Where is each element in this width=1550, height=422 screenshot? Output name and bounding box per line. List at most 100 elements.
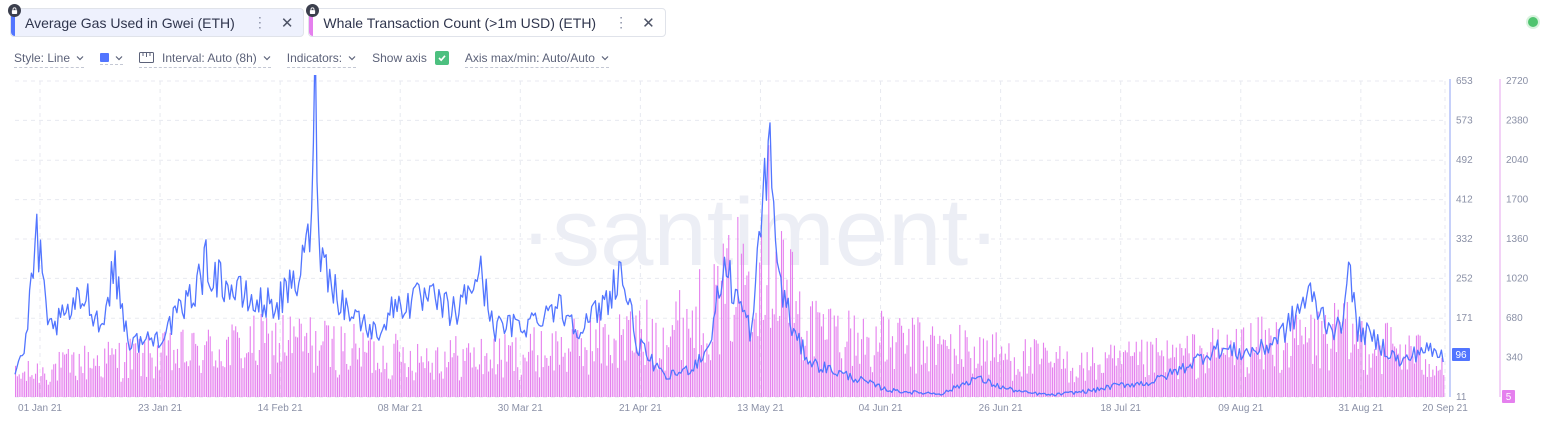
whale-bar [557,341,559,397]
whale-bar [1272,354,1274,397]
whale-bar [131,369,133,397]
whale-bar [113,354,115,397]
whale-bar [262,321,264,397]
whale-bar [1232,353,1234,397]
whale-bar [951,373,954,397]
whale-bar [337,377,339,397]
whale-bar [1030,347,1032,397]
whale-bar [1072,367,1074,397]
whale-bar [1055,351,1057,397]
whale-bar [813,356,815,397]
whale-bar [1399,344,1401,397]
whale-bar [713,264,715,397]
whale-bar [324,320,326,397]
show-axis-toggle[interactable]: Show axis [372,51,449,67]
whale-bar [1308,338,1310,397]
whale-bar [724,303,726,397]
whale-bar [1079,365,1081,397]
whale-last-value: 5 [1506,392,1512,403]
tab-average-gas[interactable]: Average Gas Used in Gwei (ETH) ⋮ ✕ [8,4,305,37]
interval-dropdown[interactable]: Interval: Auto (8h) [139,51,271,68]
whale-bar [15,365,17,397]
whale-bar [327,325,330,397]
axis-maxmin-dropdown[interactable]: Axis max/min: Auto/Auto [464,51,609,68]
whale-bar [67,349,69,397]
whale-bar [1390,327,1392,397]
whale-bar [708,354,710,397]
whale-bar [371,372,373,397]
whale-bar [1319,368,1321,397]
whale-bar [25,380,28,397]
whale-bar [846,341,848,397]
whale-bar [18,374,20,397]
chart-area[interactable]: ·santiment· 01 Jan 21 23 Jan 21 14 Feb 21 0… [0,75,1550,422]
tab-label: Whale Transaction Count (>1m USD) (ETH) [323,14,597,31]
whale-bar [788,322,790,397]
whale-bar [1113,345,1115,397]
whale-bar [393,343,395,397]
whale-bar [1206,352,1208,397]
whale-bar [804,345,806,397]
whale-bar [1122,352,1125,397]
whale-bar [155,366,157,397]
whale-bar [873,355,875,397]
whale-bar [267,333,270,397]
whale-bar [757,336,759,397]
style-dropdown[interactable]: Style: Line [14,51,85,68]
whale-bar [504,334,506,397]
whale-bar [726,248,728,397]
more-options-icon[interactable]: ⋮ [614,14,629,30]
whale-bar [1141,339,1143,397]
whale-bar [347,369,350,397]
gas-tick-label: 252 [1456,273,1473,284]
whale-bar [1090,366,1092,397]
whale-bar [1341,331,1343,397]
whale-bar [644,364,646,397]
whale-bar [193,332,195,397]
checkbox-checked-icon[interactable] [434,51,449,65]
close-icon[interactable]: ✕ [280,14,294,32]
whale-bar [384,368,386,397]
tab-whale-transactions[interactable]: Whale Transaction Count (>1m USD) (ETH) … [306,4,666,37]
whale-bar [369,337,371,397]
whale-bar [491,368,493,397]
x-tick-label: 18 Jul 21 [1100,403,1141,414]
whale-bar [888,319,890,397]
more-options-icon[interactable]: ⋮ [252,14,267,30]
whale-bar [1066,351,1068,397]
whale-bar [709,360,712,397]
whale-bar [659,358,661,397]
whale-bar [626,316,628,397]
whale-bar [768,145,770,397]
gas-tick-label: 332 [1456,234,1473,245]
whale-bar [413,380,415,397]
whale-bar [218,349,220,397]
whale-bar [955,355,957,397]
whale-bar [995,332,997,397]
color-picker[interactable] [100,53,124,65]
whale-bar [1348,359,1350,397]
whale-bar [24,371,26,397]
whale-bar [1235,328,1237,397]
whale-bar [1421,369,1423,397]
whale-bar [1332,323,1334,397]
close-icon[interactable]: ✕ [642,14,655,32]
whale-bar [291,353,293,397]
whale-bar [908,328,910,397]
indicators-dropdown[interactable]: Indicators: [286,51,357,68]
whale-bar [1217,329,1219,397]
whale-bar [349,365,351,397]
whale-bar [167,340,169,397]
whale-bar [85,379,88,397]
whale-bar [964,330,966,397]
whale-bar [655,322,657,397]
whale-bar [891,336,894,397]
whale-bar [1288,367,1290,397]
whale-bar [1095,379,1097,397]
whale-bar [391,375,393,397]
whale-bar [760,234,763,397]
color-swatch [100,53,110,62]
gas-tick-label: 653 [1456,76,1473,87]
whale-bar [36,363,38,397]
whale-bar [750,339,752,397]
